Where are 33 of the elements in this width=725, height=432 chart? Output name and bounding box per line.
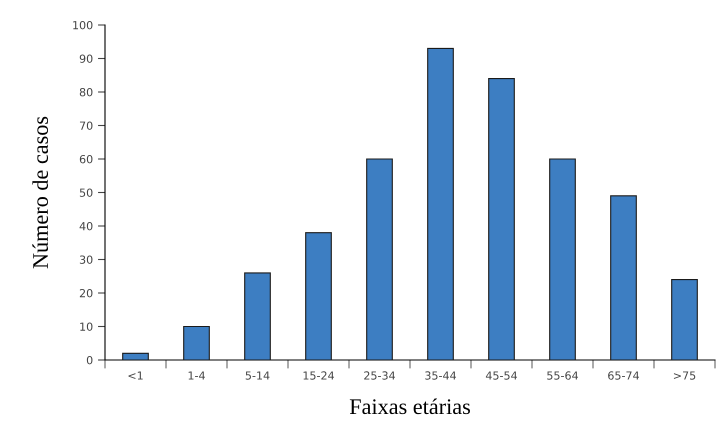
bar [549,158,576,360]
bar [427,48,454,360]
y-tick-label: 0 [86,356,92,364]
x-tick-label: 25-34 [364,371,396,380]
x-tick-label: >75 [674,371,696,380]
y-tick-label: 100 [73,20,92,30]
y-tick-label: 30 [80,255,92,264]
bar [183,326,210,360]
y-tick-label: 60 [80,154,92,164]
y-tick-label: 10 [80,322,92,331]
x-tick-label: 1-4 [188,371,205,380]
y-tick-label: 80 [80,88,92,96]
x-tick-label: 5-14 [246,371,270,380]
x-tick-label: 65-74 [608,371,640,380]
x-tick-label: 35-44 [425,371,456,380]
bar [488,78,515,360]
x-tick-label: 45-54 [486,371,518,380]
x-tick-label: 55-64 [547,371,578,380]
y-tick-label: 70 [80,121,92,130]
bar [122,352,149,360]
bar [305,232,332,360]
x-tick-label: <1 [128,371,143,380]
x-tick-label: 15-24 [304,371,334,380]
bar [366,158,393,360]
y-tick-label: 90 [80,54,92,63]
bar [671,279,698,360]
bar [610,195,637,360]
y-tick-label: 50 [80,188,92,197]
bar [244,272,271,360]
x-axis-title: Faixas etárias [350,398,470,414]
y-tick-label: 40 [80,222,92,230]
y-axis-title: Número de casos [32,116,48,268]
y-tick-label: 20 [80,288,92,298]
